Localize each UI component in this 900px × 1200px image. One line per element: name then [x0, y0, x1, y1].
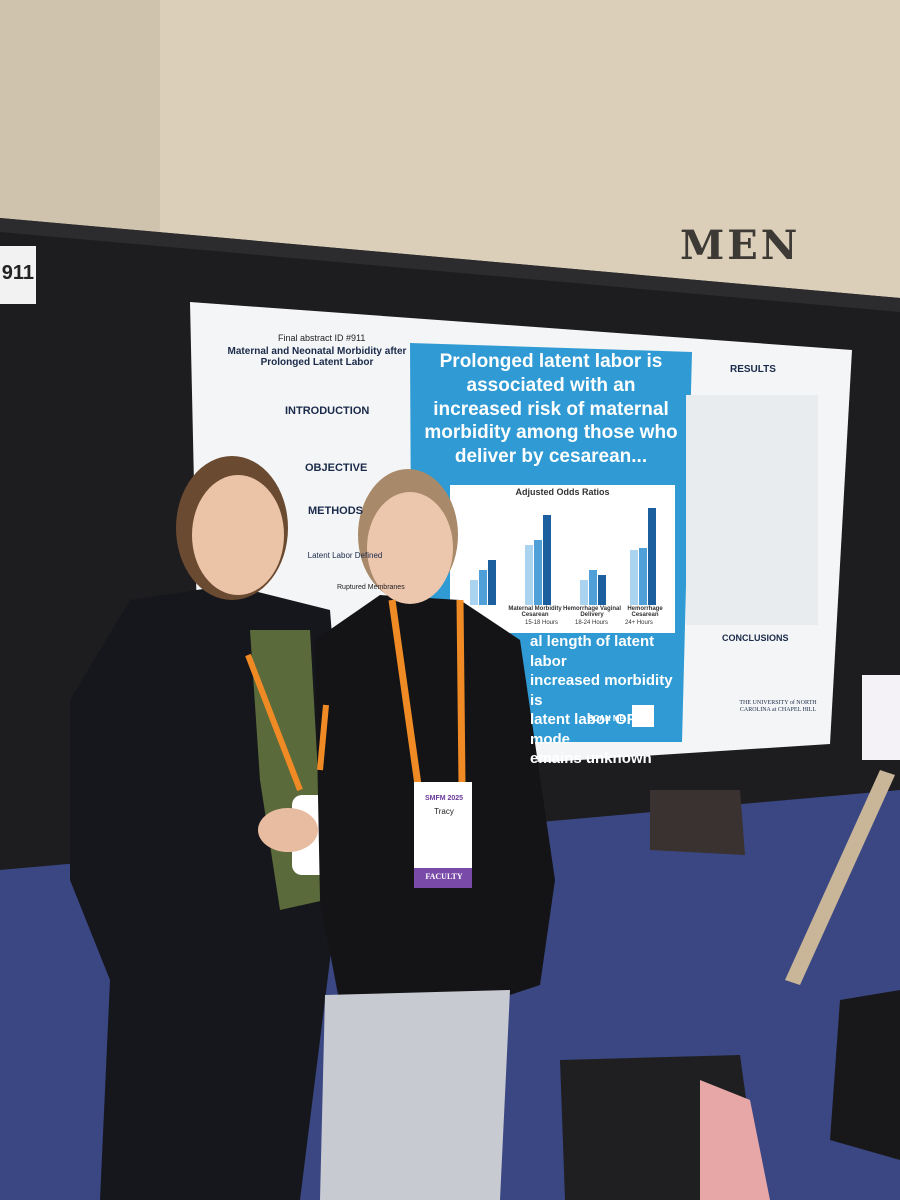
ruptured-membranes: Ruptured Membranes — [337, 584, 405, 591]
badge-event: SMFM 2025 — [424, 795, 464, 802]
lower-line: latent labor OR mode — [530, 711, 638, 748]
poster-headline: Prolonged latent labor is associated wit… — [424, 351, 678, 467]
board-frame — [0, 218, 900, 312]
booth-number: 911 — [1, 262, 34, 284]
badge-band — [414, 868, 472, 888]
lanyard-left — [245, 653, 303, 792]
lower-line: al length of latent labor — [530, 633, 655, 670]
bag-pink — [700, 1080, 770, 1200]
section-heading: INTRODUCTION — [285, 405, 370, 417]
chart-bars — [470, 508, 656, 605]
scan-label: SCAN ME — [588, 714, 625, 723]
abstract-id: Final abstract ID #911 — [278, 333, 366, 343]
chart-category: Hemorrhage Vaginal Delivery — [562, 606, 622, 618]
background-legs — [650, 790, 745, 855]
chart-legend: 24+ Hours — [625, 620, 653, 626]
conclusions-heading: CONCLUSIONS — [722, 633, 789, 643]
lower-line: emains unknown — [530, 750, 652, 767]
university-name: THE UNIVERSITY of NORTH CAROLINA at CHAP… — [739, 700, 817, 713]
wall-sign: MEN — [680, 222, 801, 269]
chart-legend: 15-18 Hours — [525, 620, 559, 626]
section-heading: OBJECTIVE — [305, 462, 368, 474]
wall-left — [0, 0, 160, 240]
lanyard-left-2 — [317, 704, 329, 771]
person-right-pants — [320, 990, 510, 1200]
chart-legend: 18-24 Hours — [575, 620, 609, 626]
side-sign — [862, 675, 900, 760]
person-right-face — [367, 492, 453, 604]
chart-title: Adjusted Odds Ratios — [515, 487, 610, 497]
easel-leg — [785, 770, 895, 985]
section-heading: METHODS — [308, 505, 363, 517]
qr-code — [632, 705, 654, 727]
person-left-face — [192, 475, 284, 595]
poster-lower-text: al length of latent labor increased morb… — [530, 632, 680, 769]
badge-role: FACULTY — [425, 872, 463, 881]
handbag — [830, 990, 900, 1160]
chart-category: Hemorrhage Cesarean — [627, 606, 663, 618]
person-left-hands — [258, 808, 318, 852]
poster-title: Maternal and Neonatal Morbidity after Pr… — [227, 346, 407, 368]
latent-labor-defined: Latent Labor Defined — [307, 551, 383, 560]
lanyard-right-2 — [456, 599, 466, 786]
results-heading: RESULTS — [730, 364, 776, 375]
booth-tag — [0, 246, 36, 304]
poster-results-table — [686, 395, 818, 625]
badge-name: Tracy — [434, 807, 454, 816]
chart-category: Maternal Morbidity Cesarean — [508, 606, 562, 618]
lower-line: increased morbidity is — [530, 672, 673, 709]
lanyard-right — [388, 599, 422, 786]
